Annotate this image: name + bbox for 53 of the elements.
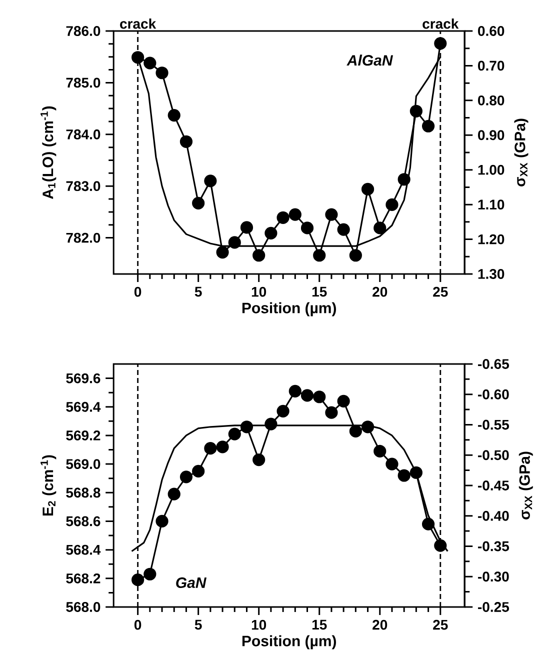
- x-tick-label: 15: [312, 620, 327, 630]
- y2-tick-label: -0.45: [478, 480, 509, 490]
- y2-tick-label: -0.25: [478, 602, 509, 612]
- y2-tick-label: -0.60: [478, 389, 509, 400]
- y-tick-label: 782.0: [66, 232, 100, 243]
- y2-tick-label: 0.90: [478, 130, 504, 140]
- y-tick-label: 568.2: [66, 573, 100, 584]
- x-tick-label: 10: [252, 286, 266, 297]
- y-axis-title: A$_{1}$(LO) (cm$^{-1}$): [40, 106, 56, 199]
- y2-tick-label: -0.50: [478, 450, 509, 460]
- y2-tick-label: -0.40: [478, 510, 509, 521]
- y-tick-label: 784.0: [66, 129, 100, 140]
- y2-axis-title: σ$_{XX}$ (GPa): [514, 118, 528, 186]
- y2-tick-label: 1.30: [478, 269, 504, 279]
- y2-tick-label: 0.60: [478, 26, 504, 36]
- x-tick-label: 20: [372, 620, 388, 630]
- y-tick-label: 568.6: [66, 516, 100, 526]
- x-tick-label: 5: [194, 286, 202, 297]
- y2-tick-label: 1.20: [478, 234, 504, 244]
- y2-tick-label: -0.55: [478, 420, 509, 430]
- x-tick-label: 25: [433, 286, 448, 297]
- y-tick-label: 569.2: [66, 430, 100, 440]
- y-tick-label: 568.8: [66, 488, 100, 498]
- y-tick-label: 783.0: [66, 181, 100, 192]
- y2-tick-label: -0.65: [478, 359, 509, 369]
- y-tick-label: 785.0: [66, 78, 100, 88]
- y-tick-label: 569.6: [66, 373, 100, 384]
- y-tick-label: 568.4: [66, 544, 101, 555]
- y2-tick-label: 1.10: [478, 200, 504, 210]
- y2-tick-label: -0.30: [478, 572, 509, 582]
- x-axis-title: Position (µm): [242, 635, 336, 650]
- y2-tick-label: -0.35: [478, 541, 509, 552]
- x-tick-label: 25: [433, 620, 448, 630]
- y2-axis-title: σ$_{XX}$ (GPa): [518, 452, 533, 520]
- x-axis-title: Position (µm): [242, 302, 336, 316]
- y-tick-label: 569.0: [66, 459, 100, 470]
- x-tick-label: 5: [194, 620, 202, 630]
- y2-tick-label: 0.70: [478, 60, 504, 71]
- x-tick-label: 0: [134, 620, 142, 630]
- ref-line-label: crack: [120, 18, 156, 29]
- y2-tick-label: 0.80: [478, 95, 504, 106]
- x-tick-label: 15: [312, 286, 327, 297]
- ref-line-label: crack: [422, 18, 459, 29]
- y-tick-label: 568.0: [66, 602, 100, 612]
- y-axis-title: E$_{2}$ (cm$^{-1}$): [40, 455, 56, 516]
- x-tick-label: 20: [372, 286, 388, 297]
- annotation: GaN: [176, 577, 206, 588]
- x-tick-label: 0: [134, 286, 142, 297]
- y-tick-label: 569.4: [66, 402, 101, 412]
- y2-tick-label: 1.00: [478, 164, 504, 175]
- x-tick-label: 10: [252, 620, 266, 630]
- annotation: AlGaN: [346, 54, 394, 66]
- y-tick-label: 786.0: [66, 26, 100, 36]
